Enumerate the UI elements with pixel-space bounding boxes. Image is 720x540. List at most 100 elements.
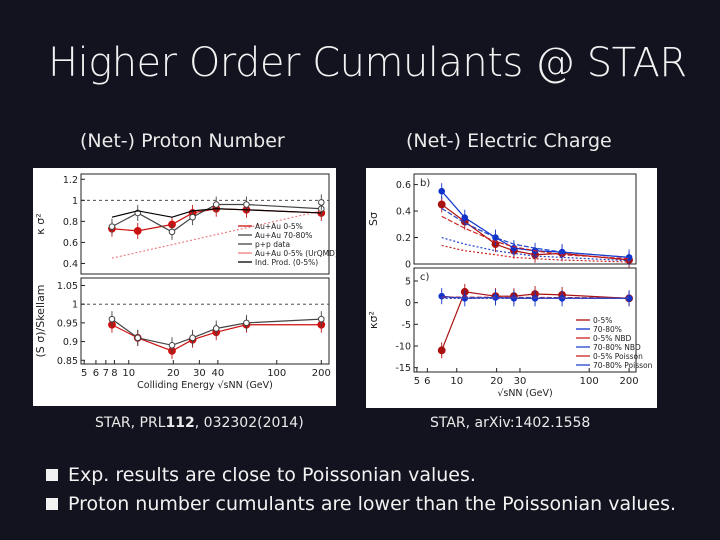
plot-frame <box>80 173 330 275</box>
panel-label: c) <box>420 272 429 283</box>
y-tick-label: 0.9 <box>63 337 78 348</box>
x-tick-label: 20 <box>490 376 503 387</box>
citation-suffix: , 032302(2014) <box>194 415 304 431</box>
net-proton-chart-svg: 0.4 0.6 0.8 1 1.2 κ σ² 0.85 0.9 0.95 1 1.05 (S σ)/S… <box>34 173 336 391</box>
plot-frame <box>413 267 637 373</box>
y-tick-label: 0.85 <box>57 356 78 367</box>
plot-frame <box>413 173 637 265</box>
legend-entry: 0-5% NBD <box>593 334 632 343</box>
legend-entry: p+p data <box>255 240 290 249</box>
x-axis-label: √sNN (GeV) <box>497 388 552 399</box>
bullet-item: Proton number cumulants are lower than t… <box>46 489 676 518</box>
y-tick-label: 0.6 <box>63 238 78 249</box>
data-point <box>189 334 196 342</box>
data-point <box>168 228 176 236</box>
series-line <box>441 215 630 260</box>
bullet-square-icon <box>46 468 58 481</box>
net-charge-citation: STAR, arXiv:1402.1558 <box>430 415 591 431</box>
net-proton-subtitle: (Net-) Proton Number <box>80 130 285 152</box>
legend-entry: 70-80% Poisson <box>593 361 653 370</box>
x-axis-label: Colliding Energy √sNN (GeV) <box>137 380 273 391</box>
y-tick-label: 0.8 <box>63 217 78 228</box>
y-tick-label: 0 <box>405 260 411 271</box>
series-line <box>441 244 630 263</box>
net-charge-chart: 0 0.2 0.4 0.6 Sσ b) -15 -10 -5 0 5 κσ² c) 5 6 10 20 30 100… <box>366 168 657 408</box>
y-axis-label: Sσ <box>367 212 380 226</box>
y-tick-label: 1 <box>72 300 78 311</box>
y-tick-label: -10 <box>395 342 411 353</box>
y-tick-label: 1.05 <box>57 281 78 292</box>
net-charge-subtitle: (Net-) Electric Charge <box>406 130 612 152</box>
x-tick-label: 100 <box>267 368 286 379</box>
data-point <box>133 226 142 235</box>
data-point <box>212 201 220 208</box>
y-tick-label: 0.6 <box>396 180 411 191</box>
panel-label: b) <box>420 178 430 189</box>
legend-entry: Au+Au 70-80% <box>255 231 312 240</box>
net-proton-citation: STAR, PRL112, 032302(2014) <box>95 415 304 431</box>
plot-frame <box>80 277 330 365</box>
x-tick-label: 200 <box>620 376 639 387</box>
bullet-square-icon <box>46 497 58 510</box>
y-tick-label: 1.2 <box>63 175 78 186</box>
y-tick-label: 5 <box>405 277 411 288</box>
series-line <box>441 207 630 258</box>
data-point <box>492 234 499 241</box>
y-axis-label: (S σ)/Skellam <box>34 284 47 357</box>
net-proton-chart: 0.4 0.6 0.8 1 1.2 κ σ² 0.85 0.9 0.95 1 1.05 (S σ)/S… <box>33 168 336 406</box>
bullet-text: Proton number cumulants are lower than t… <box>68 492 677 515</box>
x-tick-label: 6 <box>424 376 430 387</box>
x-tick-label: 30 <box>193 368 206 379</box>
data-point <box>168 342 176 349</box>
x-tick-label: 6 <box>93 368 99 379</box>
x-tick-label: 40 <box>211 368 224 379</box>
x-tick-label: 5 <box>414 376 420 387</box>
data-point <box>134 334 142 342</box>
data-point <box>243 201 250 208</box>
y-tick-label: 1 <box>72 196 78 207</box>
data-point <box>510 244 518 252</box>
x-tick-label: 100 <box>580 376 599 387</box>
y-tick-label: 0 <box>405 298 411 309</box>
data-point <box>108 315 116 323</box>
series-line <box>111 208 322 218</box>
y-axis-label: κσ² <box>367 311 380 329</box>
data-point <box>317 199 325 206</box>
y-tick-label: 0.95 <box>57 318 78 329</box>
x-tick-label: 5 <box>81 368 87 379</box>
legend-entry: Au+Au 0-5% <box>255 222 303 231</box>
slide-title: Higher Order Cumulants @ STAR <box>48 40 687 86</box>
legend-entry: Ind. Prod. (0-5%) <box>255 258 318 267</box>
legend-entry: Au+Au 0-5% (UrQMD) <box>255 249 336 258</box>
bullet-text: Exp. results are close to Poissonian val… <box>68 463 476 486</box>
legend-entry: 70-80% NBD <box>593 343 641 352</box>
bullet-item: Exp. results are close to Poissonian val… <box>46 460 676 489</box>
x-tick-label: 10 <box>450 376 463 387</box>
data-point <box>461 214 469 221</box>
bullet-list: Exp. results are close to Poissonian val… <box>46 460 676 518</box>
y-tick-label: 0.4 <box>63 259 78 270</box>
y-tick-label: 0.4 <box>396 207 411 218</box>
data-point <box>437 346 446 355</box>
series-line <box>441 236 630 262</box>
data-point <box>189 213 196 221</box>
x-tick-label: 7 <box>103 368 109 379</box>
citation-volume: 112 <box>165 415 195 431</box>
y-tick-label: 0.2 <box>396 233 411 244</box>
data-point <box>212 325 220 332</box>
citation-prefix: STAR, PRL <box>95 415 166 431</box>
x-tick-label: 30 <box>514 376 527 387</box>
data-point <box>317 315 325 323</box>
legend-entry: 70-80% <box>593 325 622 334</box>
x-tick-label: 20 <box>167 368 180 379</box>
x-tick-label: 10 <box>122 368 135 379</box>
y-tick-label: -5 <box>402 320 411 331</box>
x-tick-label: 200 <box>312 368 331 379</box>
y-axis-label: κ σ² <box>34 213 47 234</box>
y-tick-label: -15 <box>395 363 411 374</box>
legend-entry: 0-5% Poisson <box>593 352 643 361</box>
data-point <box>108 223 116 230</box>
data-point <box>437 200 446 209</box>
legend-entry: 0-5% <box>593 316 612 325</box>
